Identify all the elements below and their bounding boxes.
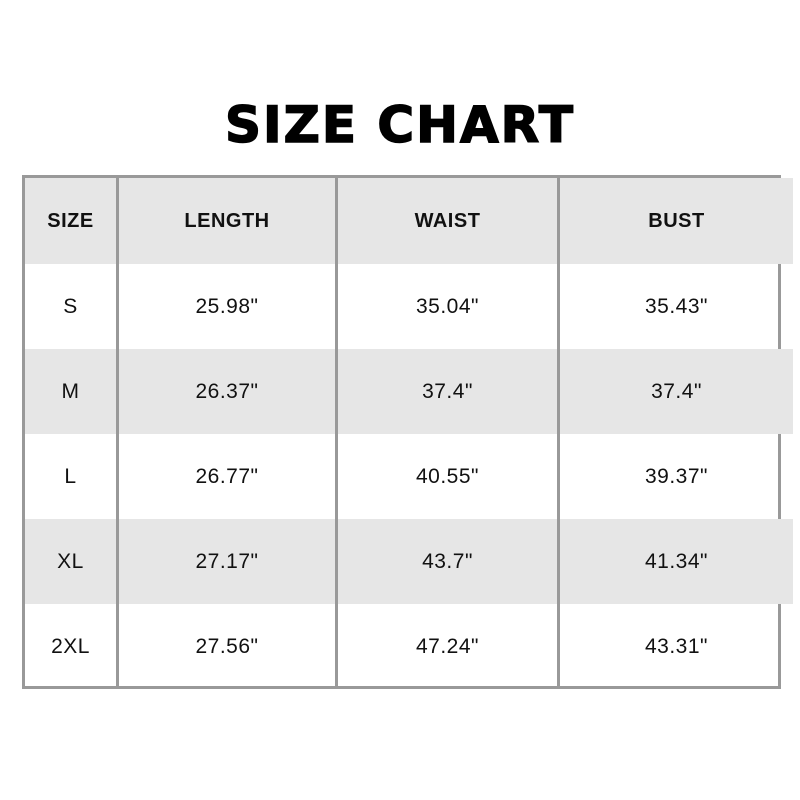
page-title: SIZE CHART — [224, 95, 576, 155]
size-table: SIZE LENGTH WAIST BUST S 25.98" 35.04" 35.43" M… — [22, 175, 793, 689]
cell-bust: 35.43" — [557, 264, 793, 349]
table-row: 2XL 27.56" 47.24" 43.31" — [25, 604, 793, 689]
table-row: M 26.37" 37.4" 37.4" — [25, 349, 793, 434]
cell-size: L — [64, 464, 77, 488]
cell-bust: 41.34" — [557, 519, 793, 604]
column-header-size: SIZE — [25, 178, 118, 264]
cell-size: 2XL — [51, 634, 90, 658]
cell-waist: 35.04" — [335, 264, 559, 349]
table-row: XL 27.17" 43.7" 41.34" — [25, 519, 793, 604]
cell-size: XL — [25, 519, 118, 604]
cell-length: 27.56" — [116, 604, 337, 689]
cell-waist: 47.24" — [335, 604, 559, 689]
cell-length: 26.37" — [116, 349, 337, 434]
cell-length: 27.17" — [116, 519, 337, 604]
cell-bust: 37.4" — [557, 349, 793, 434]
cell-size: S — [63, 294, 78, 318]
cell-length: 26.77" — [116, 434, 337, 519]
cell-waist: 40.55" — [335, 434, 559, 519]
cell-waist: 43.7" — [335, 519, 559, 604]
cell-waist: 37.4" — [335, 349, 559, 434]
column-header-bust: BUST — [557, 178, 793, 264]
header-row: SIZE LENGTH WAIST BUST — [25, 178, 793, 264]
column-header-waist: WAIST — [335, 178, 559, 264]
table-row: L 26.77" 40.55" 39.37" — [25, 434, 793, 519]
cell-bust: 39.37" — [557, 434, 793, 519]
column-header-length: LENGTH — [116, 178, 337, 264]
cell-size: M — [25, 349, 118, 434]
cell-bust: 43.31" — [557, 604, 793, 689]
table-row: S 25.98" 35.04" 35.43" — [25, 264, 793, 349]
cell-length: 25.98" — [116, 264, 337, 349]
